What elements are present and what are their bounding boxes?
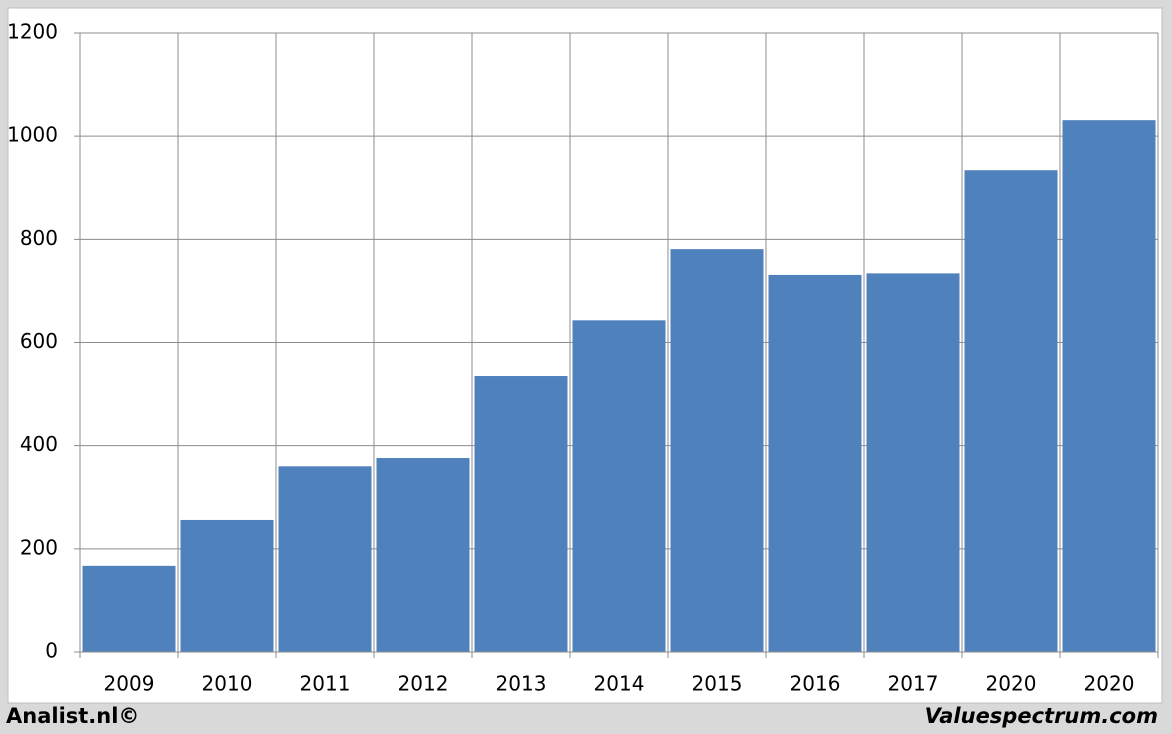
bar — [964, 170, 1058, 652]
y-tick-label: 800 — [20, 226, 58, 250]
x-tick-label: 2020 — [1084, 672, 1135, 696]
bar — [768, 274, 862, 652]
bar — [1062, 120, 1156, 652]
x-tick-label: 2014 — [594, 672, 645, 696]
x-tick-label: 2011 — [300, 672, 351, 696]
y-tick-label: 200 — [20, 535, 58, 559]
x-tick-label: 2010 — [202, 672, 253, 696]
x-tick-label: 2012 — [398, 672, 449, 696]
x-tick-label: 2016 — [790, 672, 841, 696]
bar — [866, 273, 960, 652]
bar — [180, 519, 274, 652]
bar — [572, 320, 666, 652]
y-tick-label: 1200 — [7, 20, 58, 44]
bar — [82, 565, 176, 652]
footer-left: Analist.nl© — [6, 704, 139, 728]
footer-right: Valuespectrum.com — [925, 704, 1158, 728]
x-tick-label: 2017 — [888, 672, 939, 696]
bar — [376, 458, 470, 652]
y-tick-label: 1000 — [7, 123, 58, 147]
x-tick-label: 2013 — [496, 672, 547, 696]
x-tick-label: 2020 — [986, 672, 1037, 696]
x-tick-label: 2009 — [104, 672, 155, 696]
y-tick-label: 400 — [20, 432, 58, 456]
bar — [278, 466, 372, 652]
bar — [474, 376, 568, 652]
bar — [670, 249, 764, 653]
y-tick-label: 0 — [45, 639, 58, 663]
y-tick-label: 600 — [20, 329, 58, 353]
x-tick-label: 2015 — [692, 672, 743, 696]
